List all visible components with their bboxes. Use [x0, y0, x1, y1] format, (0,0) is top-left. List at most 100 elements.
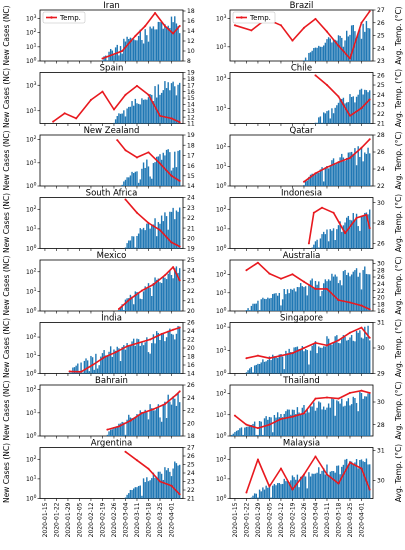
nc-bar: [267, 419, 269, 436]
nc-bar: [170, 333, 173, 374]
nc-bar: [308, 364, 310, 374]
nc-bar: [113, 349, 115, 374]
panel-title: Singapore: [280, 314, 323, 324]
nc-bar: [344, 160, 346, 186]
nc-bar: [118, 113, 120, 124]
right-tick-label: 22: [187, 408, 195, 415]
nc-bar: [263, 418, 266, 436]
temp-marker: [302, 412, 305, 415]
nc-bar: [332, 342, 335, 374]
nc-bar: [298, 287, 300, 311]
nc-bar: [146, 477, 148, 499]
right-tick-label: 23: [187, 479, 195, 486]
nc-bar: [157, 21, 160, 62]
panel-title: Thailand: [282, 376, 320, 386]
right-tick-label: 30: [377, 399, 385, 406]
nc-bar: [357, 411, 359, 436]
nc-bar: [322, 346, 325, 374]
nc-bar: [265, 299, 267, 311]
temp-marker: [170, 174, 173, 177]
nc-bar: [162, 479, 164, 499]
right-tick-label: 26: [377, 274, 385, 281]
nc-bar: [129, 37, 132, 61]
nc-bar: [365, 21, 368, 61]
nc-bar: [367, 325, 369, 374]
temp-marker: [337, 482, 340, 485]
nc-bar: [365, 212, 368, 249]
temp-marker: [101, 57, 104, 60]
temp-marker: [178, 25, 181, 27]
temp-marker: [302, 26, 305, 29]
nc-bar: [132, 304, 135, 311]
y-right-label: Avg. Temp. (°C): [394, 6, 403, 64]
right-tick-label: 16: [187, 18, 195, 25]
panel-title: Brazil: [290, 1, 314, 11]
left-tick-label: 102: [216, 323, 227, 332]
nc-bar: [260, 491, 262, 499]
nc-bar: [123, 110, 125, 124]
temp-marker: [314, 397, 317, 400]
nc-bar: [164, 401, 166, 436]
right-tick-label: 25: [377, 82, 385, 89]
nc-bar: [131, 171, 133, 186]
right-tick-label: 24: [187, 328, 195, 335]
nc-bar: [298, 412, 300, 436]
right-tick-label: 24: [187, 267, 195, 274]
nc-bar: [339, 343, 341, 374]
nc-bar: [332, 228, 335, 249]
y-left-label: New Cases (NC): [2, 5, 11, 65]
nc-bar: [80, 362, 82, 374]
right-tick-label: 15: [187, 95, 195, 102]
nc-bar: [141, 342, 143, 374]
nc-bar: [313, 402, 315, 436]
nc-bar: [369, 153, 371, 186]
nc-bar: [157, 156, 160, 186]
right-tick-label: 30: [377, 478, 385, 485]
nc-bar: [156, 29, 158, 61]
nc-bar: [347, 152, 350, 186]
temp-marker: [337, 397, 340, 400]
temp-marker: [170, 117, 173, 120]
nc-bar: [175, 266, 178, 311]
nc-bar: [86, 360, 89, 374]
nc-bar: [309, 280, 312, 311]
nc-bar: [159, 21, 161, 61]
nc-bar: [147, 481, 150, 499]
panel-qatar: Qatar 100 101 102 22 24 26 28 Avg. Temp. (°C): [216, 126, 403, 190]
nc-bar: [169, 401, 171, 436]
nc-bar: [341, 398, 343, 436]
nc-bar: [268, 298, 271, 311]
nc-bar: [132, 39, 135, 61]
temp-marker: [112, 108, 115, 111]
right-tick-label: 17: [187, 82, 195, 89]
nc-bar: [286, 409, 289, 436]
nc-bar: [146, 159, 148, 186]
temp-marker: [75, 117, 78, 120]
nc-bar: [157, 404, 160, 436]
nc-bar: [167, 25, 169, 62]
nc-bar: [144, 342, 146, 374]
temp-marker: [172, 32, 175, 35]
left-tick-label: 101: [26, 351, 37, 360]
nc-bar: [179, 33, 181, 61]
temp-marker: [117, 425, 120, 428]
nc-bar: [137, 233, 140, 249]
nc-bar: [172, 22, 174, 61]
temp-marker: [117, 307, 120, 310]
nc-bar: [174, 86, 176, 124]
nc-bar: [316, 472, 318, 499]
nc-bar: [291, 409, 294, 436]
nc-bar: [252, 423, 254, 436]
nc-bar: [152, 163, 155, 186]
nc-bar: [364, 396, 366, 436]
nc-bar: [119, 423, 122, 436]
right-tick-label: 30: [377, 345, 385, 352]
nc-bar: [347, 36, 350, 61]
nc-bar: [151, 225, 153, 249]
nc-bar: [360, 216, 363, 249]
nc-bar: [272, 432, 274, 436]
right-tick-label: 18: [187, 142, 195, 149]
nc-bar: [329, 471, 331, 499]
nc-bar: [318, 247, 320, 249]
temp-marker: [291, 39, 294, 42]
